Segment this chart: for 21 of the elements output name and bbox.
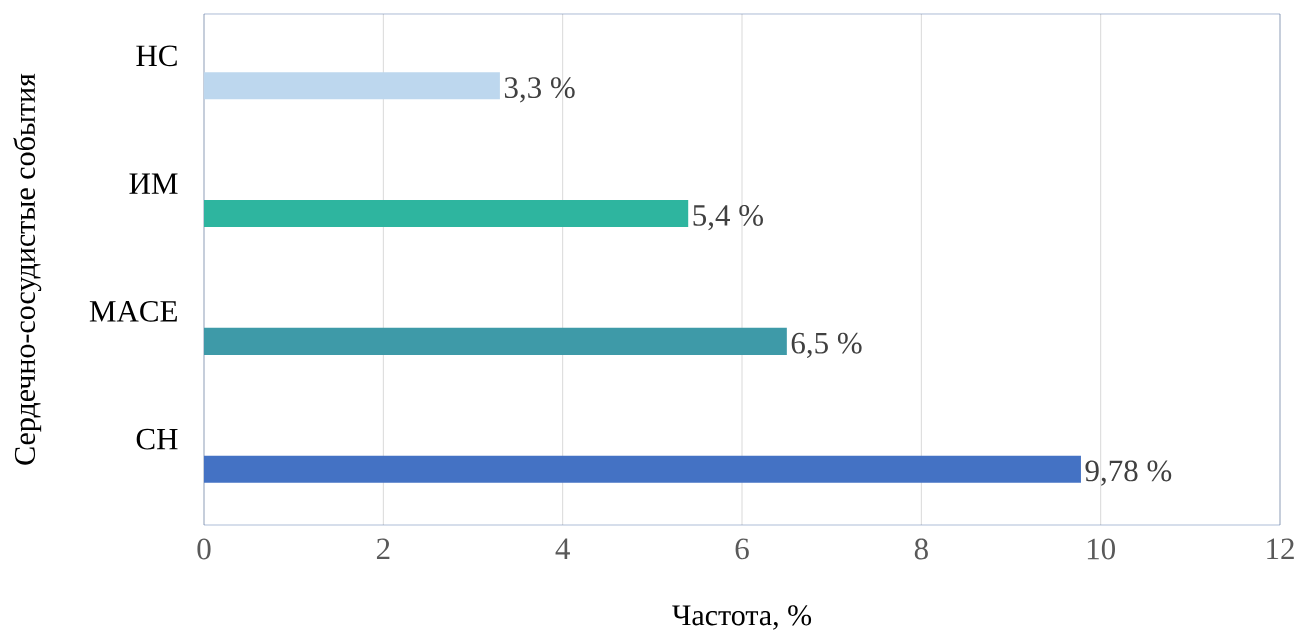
x-tick-label: 8 bbox=[914, 538, 928, 560]
x-tick-label: 4 bbox=[555, 538, 570, 559]
x-tick-label: 2 bbox=[376, 538, 390, 560]
x-axis-title: Частота, % bbox=[672, 605, 812, 630]
y-tick-label: MACE bbox=[89, 300, 177, 322]
data-label: 9,78 % bbox=[1085, 460, 1172, 486]
y-axis-title: Сердечно-сосудистые события bbox=[13, 73, 42, 465]
x-tick-label: 10 bbox=[1087, 538, 1115, 560]
x-tick-label: 6 bbox=[735, 538, 749, 560]
data-label: 3,3 % bbox=[504, 77, 575, 103]
bar bbox=[204, 200, 689, 228]
x-tick-label: 12 bbox=[1267, 538, 1294, 560]
bar bbox=[204, 327, 787, 355]
bar bbox=[204, 72, 500, 100]
y-tick-label: ИМ bbox=[129, 173, 178, 194]
y-tick-label: СН bbox=[136, 428, 178, 450]
bar bbox=[204, 455, 1081, 483]
data-label: 5,4 % bbox=[693, 204, 763, 231]
data-label: 6,5 % bbox=[791, 332, 862, 359]
y-tick-label: НС bbox=[136, 45, 177, 67]
x-tick-label: 0 bbox=[197, 538, 211, 560]
